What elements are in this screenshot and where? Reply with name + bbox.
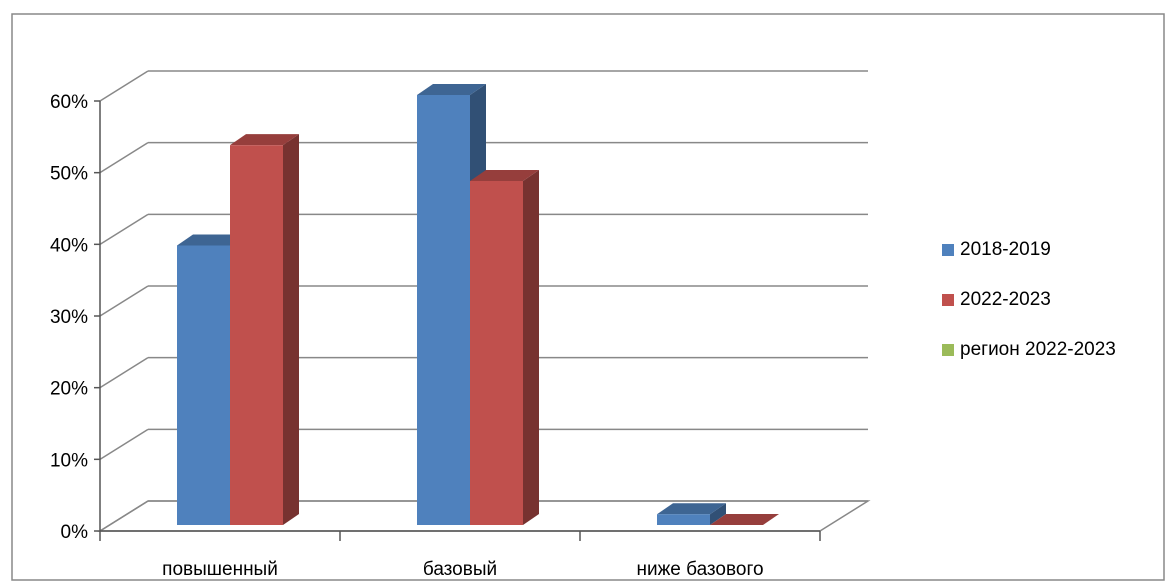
bar-side <box>523 170 539 525</box>
bar-top <box>230 134 299 146</box>
y-tick-label: 60% <box>50 92 88 113</box>
legend-item-2022-2023: 2022-2023 <box>942 288 1174 312</box>
bar-top <box>470 170 539 181</box>
x-tick-label: базовый <box>423 559 497 580</box>
legend-item-2018-2019: 2018-2019 <box>942 238 1174 262</box>
bar-2018-2019 <box>417 95 470 525</box>
bar-side <box>283 134 299 525</box>
axes <box>94 100 821 541</box>
legend-swatch <box>942 244 954 256</box>
bar-2022-2023 <box>470 181 523 525</box>
legend-label: регион 2022-2023 <box>960 339 1116 360</box>
legend-label: 2018-2019 <box>960 239 1051 260</box>
gridline-side <box>99 142 149 174</box>
y-tick-label: 30% <box>50 307 88 328</box>
gridline-side <box>99 357 149 389</box>
y-tick-labels: 0% 10% 20% 30% 40% 50% 60% <box>50 92 88 543</box>
y-tick-label: 40% <box>50 235 88 256</box>
legend: 2018-2019 2022-2023 регион 2022-2023 <box>942 238 1174 388</box>
bar-2018-2019 <box>657 514 710 525</box>
gridline-side <box>99 500 149 532</box>
bar-top <box>710 514 779 525</box>
bar-top <box>417 84 486 95</box>
y-tick-label: 0% <box>61 522 89 543</box>
gridline-side <box>99 213 149 245</box>
bar-side <box>710 503 726 525</box>
bars <box>177 84 779 525</box>
x-tick-labels: повышенный базовый ниже базового <box>162 559 763 580</box>
bar-2018-2019 <box>177 245 230 525</box>
x-tick-label: ниже базового <box>636 559 763 580</box>
bar-top <box>657 503 726 515</box>
legend-swatch <box>942 344 954 356</box>
legend-item-region-2022-2023: регион 2022-2023 <box>942 338 1174 362</box>
bar-2022-2023 <box>230 145 283 525</box>
x-tick-label: повышенный <box>162 559 278 580</box>
legend-swatch <box>942 294 954 306</box>
bar-top <box>177 234 246 246</box>
legend-label: 2022-2023 <box>960 289 1051 310</box>
gridline-side <box>99 285 149 317</box>
gridline-side <box>99 428 149 460</box>
gridline-side <box>99 70 149 102</box>
y-tick-label: 20% <box>50 379 88 400</box>
y-tick-label: 50% <box>50 164 88 185</box>
y-tick-label: 10% <box>50 450 88 471</box>
